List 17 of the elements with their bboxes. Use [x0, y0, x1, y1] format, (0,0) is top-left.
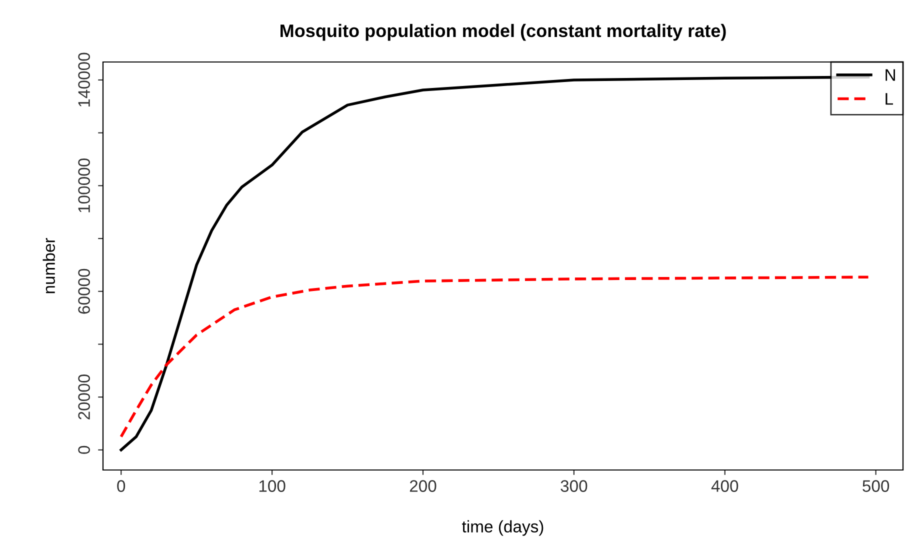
x-tick-label: 100 — [259, 480, 286, 492]
x-tick-label: 200 — [410, 480, 436, 492]
line-series — [120, 276, 870, 438]
y-axis-title: number — [42, 238, 56, 294]
chart-title: Mosquito population model (constant mortality rate) — [280, 24, 726, 41]
x-axis-title: time (days) — [462, 520, 544, 536]
y-tick-label: 100000 — [78, 158, 90, 212]
x-tick-label: 500 — [862, 480, 890, 492]
legend-label: N — [886, 69, 895, 81]
legend-label: L — [886, 93, 894, 105]
y-tick-label: 0 — [78, 446, 90, 454]
x-tick-label: 300 — [560, 480, 588, 492]
y-tick-label: 140000 — [78, 52, 90, 107]
y-tick-label: 60000 — [78, 268, 90, 314]
y-tick-label: 20000 — [78, 374, 90, 420]
x-tick-label: 400 — [711, 480, 738, 492]
x-tick-label: 0 — [117, 480, 126, 492]
